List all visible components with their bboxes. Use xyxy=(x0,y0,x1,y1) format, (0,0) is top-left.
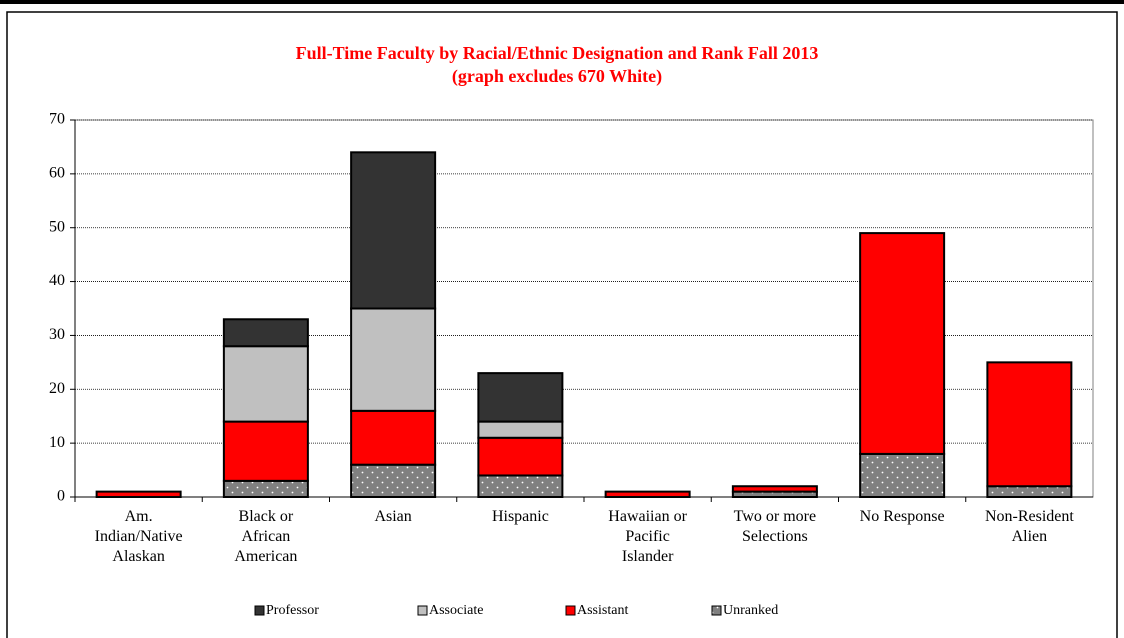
x-tick-label: Two or more Selections xyxy=(734,508,816,545)
chart-subtitle: (graph excludes 670 White) xyxy=(452,66,662,87)
bar-segment xyxy=(222,318,309,348)
chart-title: Full-Time Faculty by Racial/Ethnic Desig… xyxy=(296,43,819,63)
label-line: Alaskan xyxy=(112,548,164,565)
bar-segment xyxy=(477,436,564,477)
bar-segment xyxy=(222,345,309,423)
y-tick-label: 70 xyxy=(49,111,65,128)
y-tick-label: 40 xyxy=(49,272,65,289)
bar-segment xyxy=(986,361,1073,488)
legend-swatch xyxy=(417,605,428,616)
bar-segment xyxy=(859,232,946,455)
bar-segment xyxy=(477,420,564,439)
y-tick-label: 10 xyxy=(49,434,65,451)
label-line: Black or xyxy=(239,508,294,525)
x-tick-label: Asian xyxy=(374,508,411,525)
legend-swatch xyxy=(254,605,265,616)
bar-segment xyxy=(477,372,564,423)
bar-segment xyxy=(222,420,309,482)
label-line: Pacific xyxy=(625,528,669,545)
label-line: Am. xyxy=(125,508,153,525)
bar-segment xyxy=(222,479,309,499)
label-line: Two or more xyxy=(734,508,816,525)
legend-swatch xyxy=(711,605,722,616)
bar-segment xyxy=(859,452,946,498)
label-line: Indian/Native xyxy=(95,528,183,545)
legend-swatch xyxy=(565,605,576,616)
label-line: Hispanic xyxy=(492,508,549,525)
label-line: Hawaiian or xyxy=(608,508,687,525)
chart-frame xyxy=(6,11,1118,638)
legend-label: Professor xyxy=(266,603,319,618)
top-rule xyxy=(0,0,1124,4)
label-line: Selections xyxy=(742,528,808,545)
bar-segment xyxy=(604,490,691,499)
legend-label: Assistant xyxy=(577,603,628,618)
bar-segment xyxy=(350,151,437,310)
bar-segment xyxy=(350,409,437,466)
legend-label: Associate xyxy=(429,603,483,618)
y-tick-label: 20 xyxy=(49,380,65,397)
label-line: Islander xyxy=(622,548,674,565)
x-tick-label: Black or African American xyxy=(234,508,297,565)
x-tick-label: Hawaiian or Pacific Islander xyxy=(608,508,687,565)
y-tick-label: 50 xyxy=(49,218,65,235)
label-line: Alien xyxy=(1012,528,1048,545)
bar-segment xyxy=(95,490,182,499)
label-line: American xyxy=(234,548,297,565)
label-line: No Response xyxy=(860,508,945,525)
y-tick-label: 0 xyxy=(57,488,65,505)
x-tick-label: Hispanic xyxy=(492,508,549,525)
label-line: Asian xyxy=(374,508,411,525)
y-tick-label: 30 xyxy=(49,326,65,343)
y-tick-label: 60 xyxy=(49,165,65,182)
bar-segment xyxy=(350,463,437,498)
bar-segment xyxy=(986,485,1073,499)
legend-label: Unranked xyxy=(723,603,778,618)
label-line: Non-Resident xyxy=(985,508,1074,525)
bar-segment xyxy=(350,307,437,412)
x-tick-label: Am. Indian/Native Alaskan xyxy=(95,508,183,565)
bar-segment xyxy=(731,485,818,493)
x-tick-label: Non-Resident Alien xyxy=(985,508,1074,545)
label-line: African xyxy=(241,528,290,545)
bar-segment xyxy=(477,474,564,499)
x-tick-label: No Response xyxy=(860,508,945,525)
